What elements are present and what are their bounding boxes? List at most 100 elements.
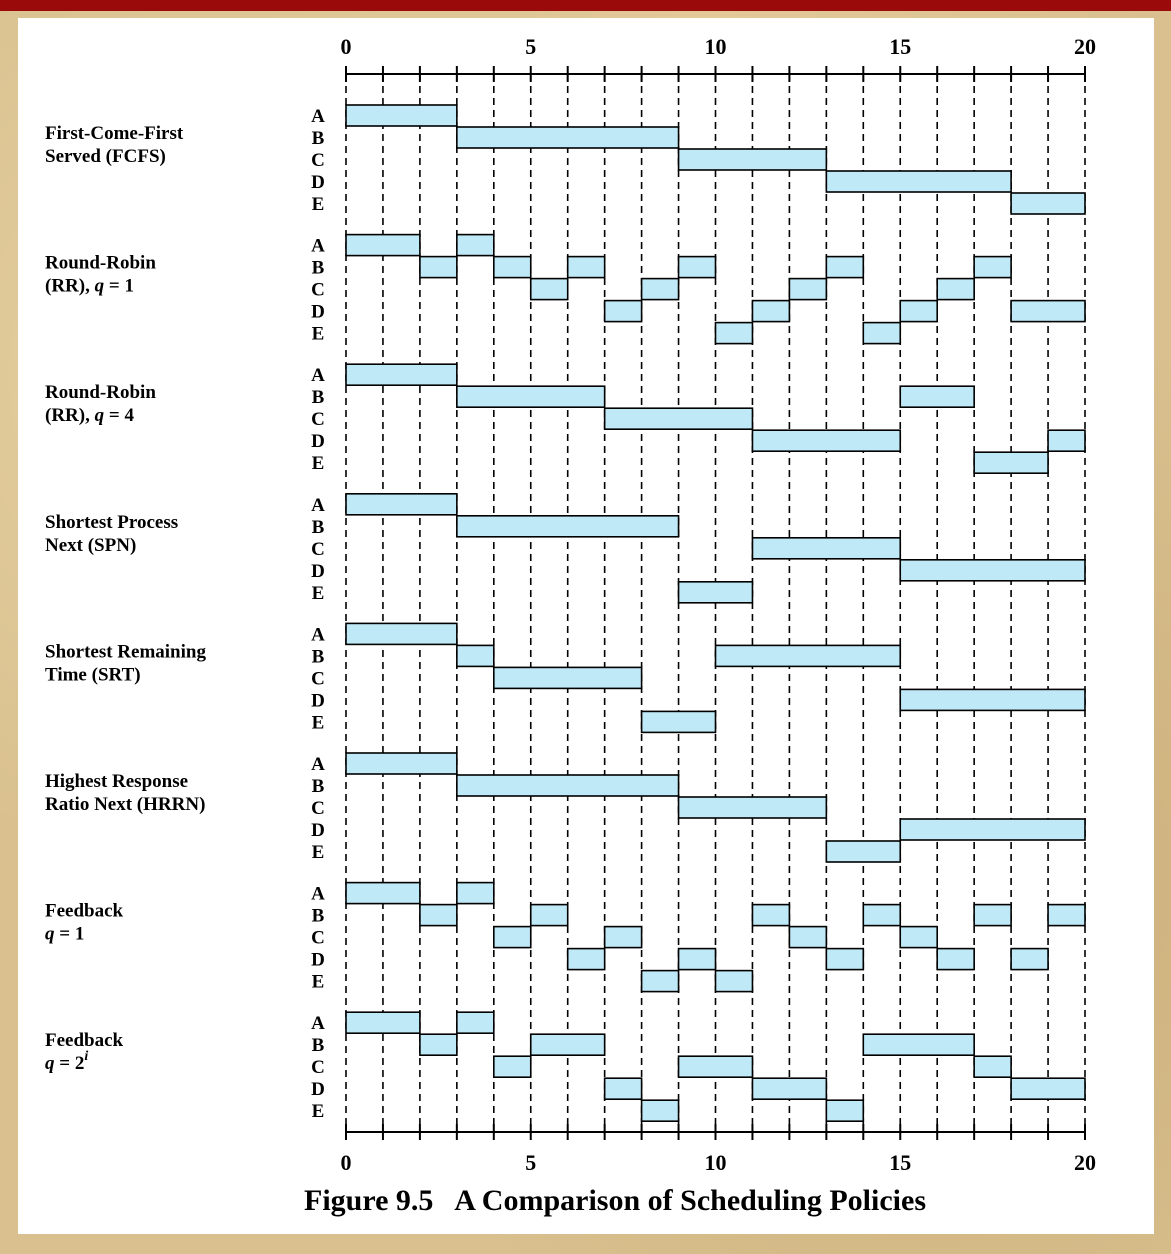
gantt-bar bbox=[751, 1077, 828, 1100]
tick-label: 10 bbox=[705, 1150, 727, 1175]
gantt-bar bbox=[529, 903, 569, 927]
process-label: B bbox=[312, 646, 325, 667]
process-label: B bbox=[312, 517, 325, 538]
tick-label: 5 bbox=[525, 1150, 536, 1175]
process-label: C bbox=[311, 798, 325, 819]
gantt-bar bbox=[456, 126, 680, 149]
gantt-bar bbox=[899, 385, 975, 409]
gantt-bar bbox=[899, 299, 939, 323]
policy-label: (RR), q = 4 bbox=[45, 405, 134, 426]
gantt-bar bbox=[825, 1099, 865, 1122]
gantt-bar bbox=[825, 255, 865, 279]
top-accent-bar bbox=[0, 0, 1171, 11]
scheduling-gantt-diagram: 0 5 10 15 20 0 5 10 15 20 First-Come-FirstServed… bbox=[45, 34, 1096, 1217]
gantt-bar bbox=[677, 255, 717, 279]
gantt-bar bbox=[677, 148, 828, 171]
process-label: D bbox=[311, 431, 325, 452]
gantt-bar bbox=[345, 104, 458, 127]
gantt-bar bbox=[456, 385, 606, 409]
process-label: E bbox=[312, 1101, 325, 1122]
gantt-bar bbox=[603, 299, 643, 323]
gantt-bar bbox=[419, 255, 458, 279]
gantt-bar bbox=[973, 903, 1012, 927]
gantt-bar bbox=[345, 233, 421, 257]
process-label: D bbox=[311, 1079, 325, 1100]
tick-label: 5 bbox=[525, 34, 536, 59]
figure-panel: 0 5 10 15 20 0 5 10 15 20 First-Come-First Served… bbox=[18, 18, 1154, 1234]
process-label: B bbox=[312, 128, 325, 149]
process-label: A bbox=[311, 106, 325, 127]
gantt-bar bbox=[862, 1033, 975, 1057]
gantt-bar bbox=[899, 818, 1086, 841]
process-label: B bbox=[312, 776, 325, 797]
axis-top: 0 5 10 15 20 bbox=[341, 34, 1096, 82]
process-label: C bbox=[311, 539, 325, 560]
policy-label: Highest Response bbox=[45, 771, 188, 792]
gantt-bar bbox=[456, 514, 680, 538]
gantt-bar bbox=[1047, 429, 1086, 453]
gantt-bar bbox=[899, 558, 1086, 582]
gantt-bar bbox=[492, 1055, 532, 1078]
process-label: E bbox=[312, 583, 325, 604]
gantt-bar bbox=[677, 1055, 754, 1078]
figure-title: Figure 9.5 A Comparison of Scheduling Po… bbox=[304, 1184, 926, 1217]
tick-label: 20 bbox=[1074, 1150, 1096, 1175]
process-label: B bbox=[312, 906, 325, 927]
gantt-bar bbox=[751, 429, 902, 453]
gantt-bar bbox=[456, 881, 495, 905]
process-label: B bbox=[312, 1035, 325, 1056]
gantt-bar bbox=[640, 969, 680, 993]
tick-label: 0 bbox=[341, 1150, 352, 1175]
policy-label: q = 1 bbox=[45, 924, 84, 945]
gantt-bar bbox=[677, 796, 828, 819]
gantt-bar bbox=[456, 644, 495, 668]
policy-label: Next (SPN) bbox=[45, 535, 136, 556]
process-label: E bbox=[312, 712, 325, 733]
gantt-bar bbox=[862, 321, 902, 345]
tick-label: 15 bbox=[889, 34, 911, 59]
gantt-bar bbox=[973, 255, 1012, 279]
process-label: E bbox=[312, 453, 325, 474]
gantt-bar bbox=[603, 407, 754, 431]
gantt-bar bbox=[714, 644, 902, 668]
gantt-bar bbox=[751, 903, 791, 927]
gantt-bar bbox=[456, 774, 680, 797]
gantt-bar bbox=[603, 925, 643, 949]
gantt-bar bbox=[345, 363, 458, 387]
policy-label: Feedback bbox=[45, 901, 124, 922]
tick-label: 10 bbox=[705, 34, 727, 59]
gantt-bar bbox=[419, 903, 458, 927]
gantt-bar bbox=[1010, 947, 1049, 971]
gantt-bar bbox=[1010, 192, 1086, 215]
process-label: A bbox=[311, 236, 325, 257]
process-label: A bbox=[311, 495, 325, 516]
process-label: B bbox=[312, 258, 325, 279]
gantt-bar bbox=[751, 299, 791, 323]
policy-label: (RR), q = 1 bbox=[45, 276, 134, 297]
gantt-bar bbox=[751, 536, 902, 560]
gantt-bar bbox=[345, 881, 421, 905]
process-label: A bbox=[311, 754, 325, 775]
gantt-bar bbox=[677, 580, 754, 604]
process-label: A bbox=[311, 884, 325, 905]
gantt-bar bbox=[936, 277, 975, 301]
gantt-bar bbox=[973, 1055, 1012, 1078]
gantt-bar bbox=[1047, 903, 1086, 927]
policy-label: First-Come-First bbox=[45, 123, 184, 144]
gantt-bar bbox=[788, 925, 828, 949]
process-label: C bbox=[311, 1057, 325, 1078]
gantt-bar bbox=[825, 947, 865, 971]
gantt-bar bbox=[492, 925, 532, 949]
gantt-bar bbox=[492, 255, 532, 279]
gantt-bar bbox=[419, 1033, 458, 1057]
policy-label: Ratio Next (HRRN) bbox=[45, 794, 205, 815]
process-label: D bbox=[311, 820, 325, 841]
gantt-bar bbox=[492, 666, 643, 690]
gantt-bar bbox=[456, 233, 495, 257]
gantt-bar bbox=[640, 710, 717, 734]
process-label: A bbox=[311, 365, 325, 386]
